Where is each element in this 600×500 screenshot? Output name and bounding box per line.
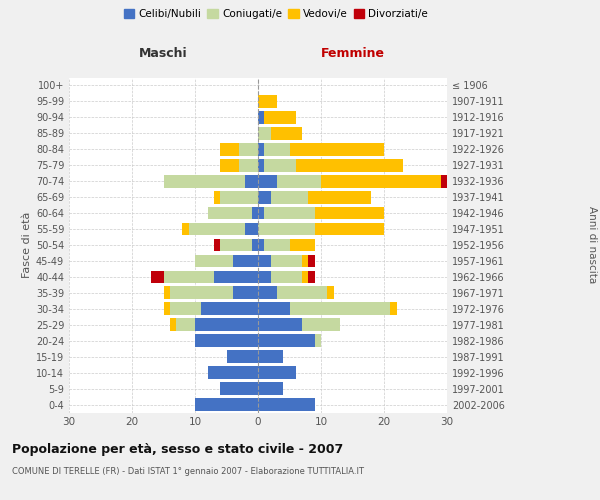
Bar: [258, 302, 290, 315]
Bar: [265, 159, 296, 172]
Bar: [290, 302, 391, 315]
Bar: [220, 238, 252, 252]
Bar: [233, 254, 258, 268]
Bar: [151, 270, 163, 283]
Bar: [328, 286, 334, 299]
Bar: [290, 238, 314, 252]
Bar: [208, 366, 258, 379]
Text: Popolazione per età, sesso e stato civile - 2007: Popolazione per età, sesso e stato civil…: [12, 442, 343, 456]
Bar: [258, 334, 314, 347]
Bar: [170, 302, 202, 315]
Bar: [176, 318, 195, 331]
Bar: [195, 254, 233, 268]
Bar: [170, 286, 233, 299]
Bar: [258, 382, 283, 395]
Bar: [265, 238, 290, 252]
Bar: [271, 127, 302, 140]
Bar: [314, 222, 384, 235]
Bar: [163, 175, 245, 188]
Bar: [258, 95, 277, 108]
Bar: [390, 302, 397, 315]
Bar: [239, 159, 258, 172]
Bar: [163, 270, 214, 283]
Text: Femmine: Femmine: [320, 47, 385, 60]
Bar: [182, 222, 188, 235]
Bar: [195, 318, 258, 331]
Bar: [252, 206, 258, 220]
Bar: [265, 206, 314, 220]
Bar: [258, 175, 277, 188]
Bar: [296, 159, 403, 172]
Bar: [277, 175, 321, 188]
Bar: [258, 143, 265, 156]
Bar: [195, 398, 258, 411]
Bar: [220, 382, 258, 395]
Bar: [440, 175, 447, 188]
Bar: [271, 270, 302, 283]
Bar: [258, 111, 265, 124]
Bar: [290, 143, 384, 156]
Bar: [308, 191, 371, 203]
Bar: [308, 270, 314, 283]
Bar: [265, 143, 290, 156]
Bar: [258, 238, 265, 252]
Y-axis label: Fasce di età: Fasce di età: [22, 212, 32, 278]
Bar: [195, 334, 258, 347]
Bar: [208, 206, 252, 220]
Text: COMUNE DI TERELLE (FR) - Dati ISTAT 1° gennaio 2007 - Elaborazione TUTTITALIA.IT: COMUNE DI TERELLE (FR) - Dati ISTAT 1° g…: [12, 468, 364, 476]
Bar: [220, 159, 239, 172]
Bar: [202, 302, 258, 315]
Bar: [227, 350, 258, 363]
Bar: [214, 238, 220, 252]
Bar: [258, 206, 265, 220]
Text: Maschi: Maschi: [139, 47, 188, 60]
Bar: [271, 254, 302, 268]
Bar: [258, 398, 314, 411]
Bar: [258, 350, 283, 363]
Bar: [308, 254, 314, 268]
Bar: [220, 191, 258, 203]
Bar: [214, 191, 220, 203]
Bar: [258, 191, 271, 203]
Bar: [258, 270, 271, 283]
Bar: [258, 366, 296, 379]
Bar: [302, 270, 308, 283]
Bar: [258, 127, 271, 140]
Bar: [239, 143, 258, 156]
Bar: [170, 318, 176, 331]
Bar: [321, 175, 440, 188]
Bar: [189, 222, 245, 235]
Bar: [314, 334, 321, 347]
Bar: [271, 191, 308, 203]
Bar: [258, 222, 314, 235]
Bar: [252, 238, 258, 252]
Bar: [258, 159, 265, 172]
Bar: [245, 175, 258, 188]
Bar: [233, 286, 258, 299]
Bar: [214, 270, 258, 283]
Bar: [302, 318, 340, 331]
Bar: [302, 254, 308, 268]
Bar: [314, 206, 384, 220]
Bar: [258, 318, 302, 331]
Bar: [220, 143, 239, 156]
Bar: [265, 111, 296, 124]
Bar: [258, 254, 271, 268]
Text: Anni di nascita: Anni di nascita: [587, 206, 597, 284]
Bar: [163, 286, 170, 299]
Bar: [277, 286, 328, 299]
Bar: [258, 286, 277, 299]
Bar: [163, 302, 170, 315]
Legend: Celibi/Nubili, Coniugati/e, Vedovi/e, Divorziati/e: Celibi/Nubili, Coniugati/e, Vedovi/e, Di…: [119, 5, 433, 24]
Bar: [245, 222, 258, 235]
